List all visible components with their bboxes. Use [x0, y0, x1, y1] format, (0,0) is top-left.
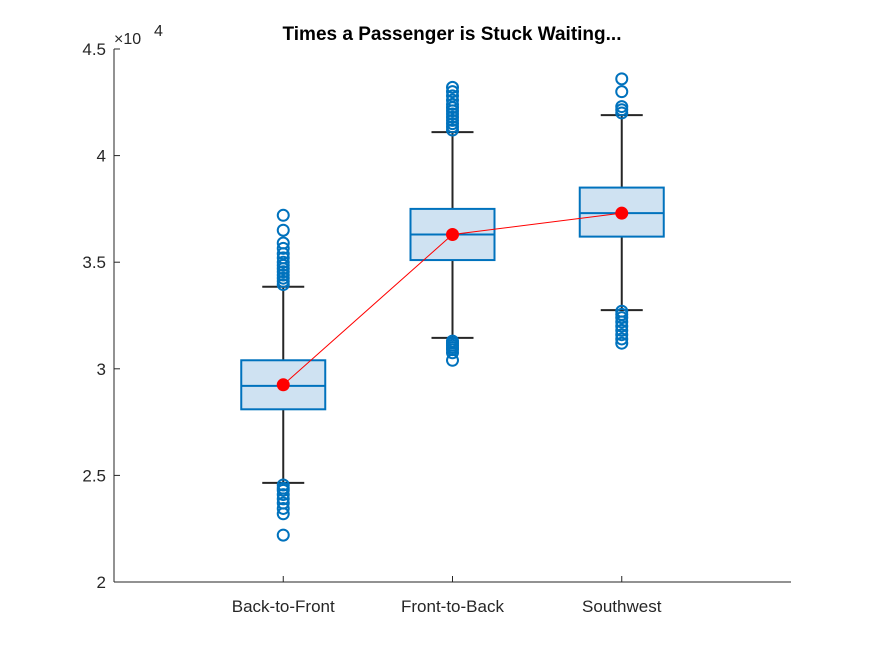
outlier-marker — [615, 323, 629, 337]
outlier-marker — [276, 255, 290, 269]
y-ticks: 2 2.5 3 3.5 4 4.5 — [82, 40, 120, 592]
mean-marker — [446, 227, 459, 241]
x-tick-label: Back-to-Front — [232, 597, 335, 616]
x-tick-label: Front-to-Back — [401, 597, 504, 616]
outlier-marker — [446, 97, 459, 111]
outlier-marker — [615, 332, 629, 346]
outlier-marker — [276, 236, 290, 250]
mean-series — [276, 206, 629, 392]
y-tick-label: 4.5 — [82, 40, 106, 59]
outlier-marker — [276, 488, 290, 502]
y-tick-label: 2.5 — [82, 466, 106, 485]
y-tick-label: 3 — [97, 360, 106, 379]
outlier-marker — [446, 93, 459, 107]
y-exponent-label: ×10 4 — [114, 23, 163, 48]
outlier-marker — [276, 241, 290, 255]
y-exponent-power: 4 — [154, 23, 163, 40]
x-tick-label: Southwest — [582, 597, 662, 616]
boxes — [240, 72, 665, 542]
outlier-marker — [615, 72, 629, 86]
outlier-marker — [446, 89, 459, 103]
outlier-marker — [615, 336, 629, 350]
y-tick-label: 4 — [97, 147, 106, 166]
outlier-marker — [446, 85, 459, 99]
outlier-marker — [276, 528, 290, 542]
outlier-marker — [276, 223, 290, 237]
outlier-marker — [446, 80, 459, 94]
y-tick-label: 3.5 — [82, 253, 106, 272]
y-tick-label: 2 — [97, 573, 106, 592]
outlier-marker — [276, 496, 290, 510]
outlier-marker — [615, 304, 629, 318]
outlier-marker — [615, 328, 629, 342]
outlier-marker — [276, 208, 290, 222]
x-ticks: Back-to-Front Front-to-Back Southwest — [232, 576, 662, 616]
outlier-marker — [446, 334, 459, 348]
mean-marker — [276, 378, 290, 392]
outlier-marker — [615, 85, 629, 99]
outlier-marker — [276, 251, 290, 265]
mean-marker — [615, 206, 629, 220]
outlier-marker — [615, 100, 629, 114]
box-group — [409, 80, 496, 367]
chart-title: Times a Passenger is Stuck Waiting... — [283, 24, 622, 45]
y-exponent-base: ×10 — [114, 31, 141, 48]
outlier-marker — [276, 478, 290, 492]
outlier-marker — [276, 501, 290, 515]
box-group — [578, 72, 665, 350]
box-group — [240, 208, 327, 542]
